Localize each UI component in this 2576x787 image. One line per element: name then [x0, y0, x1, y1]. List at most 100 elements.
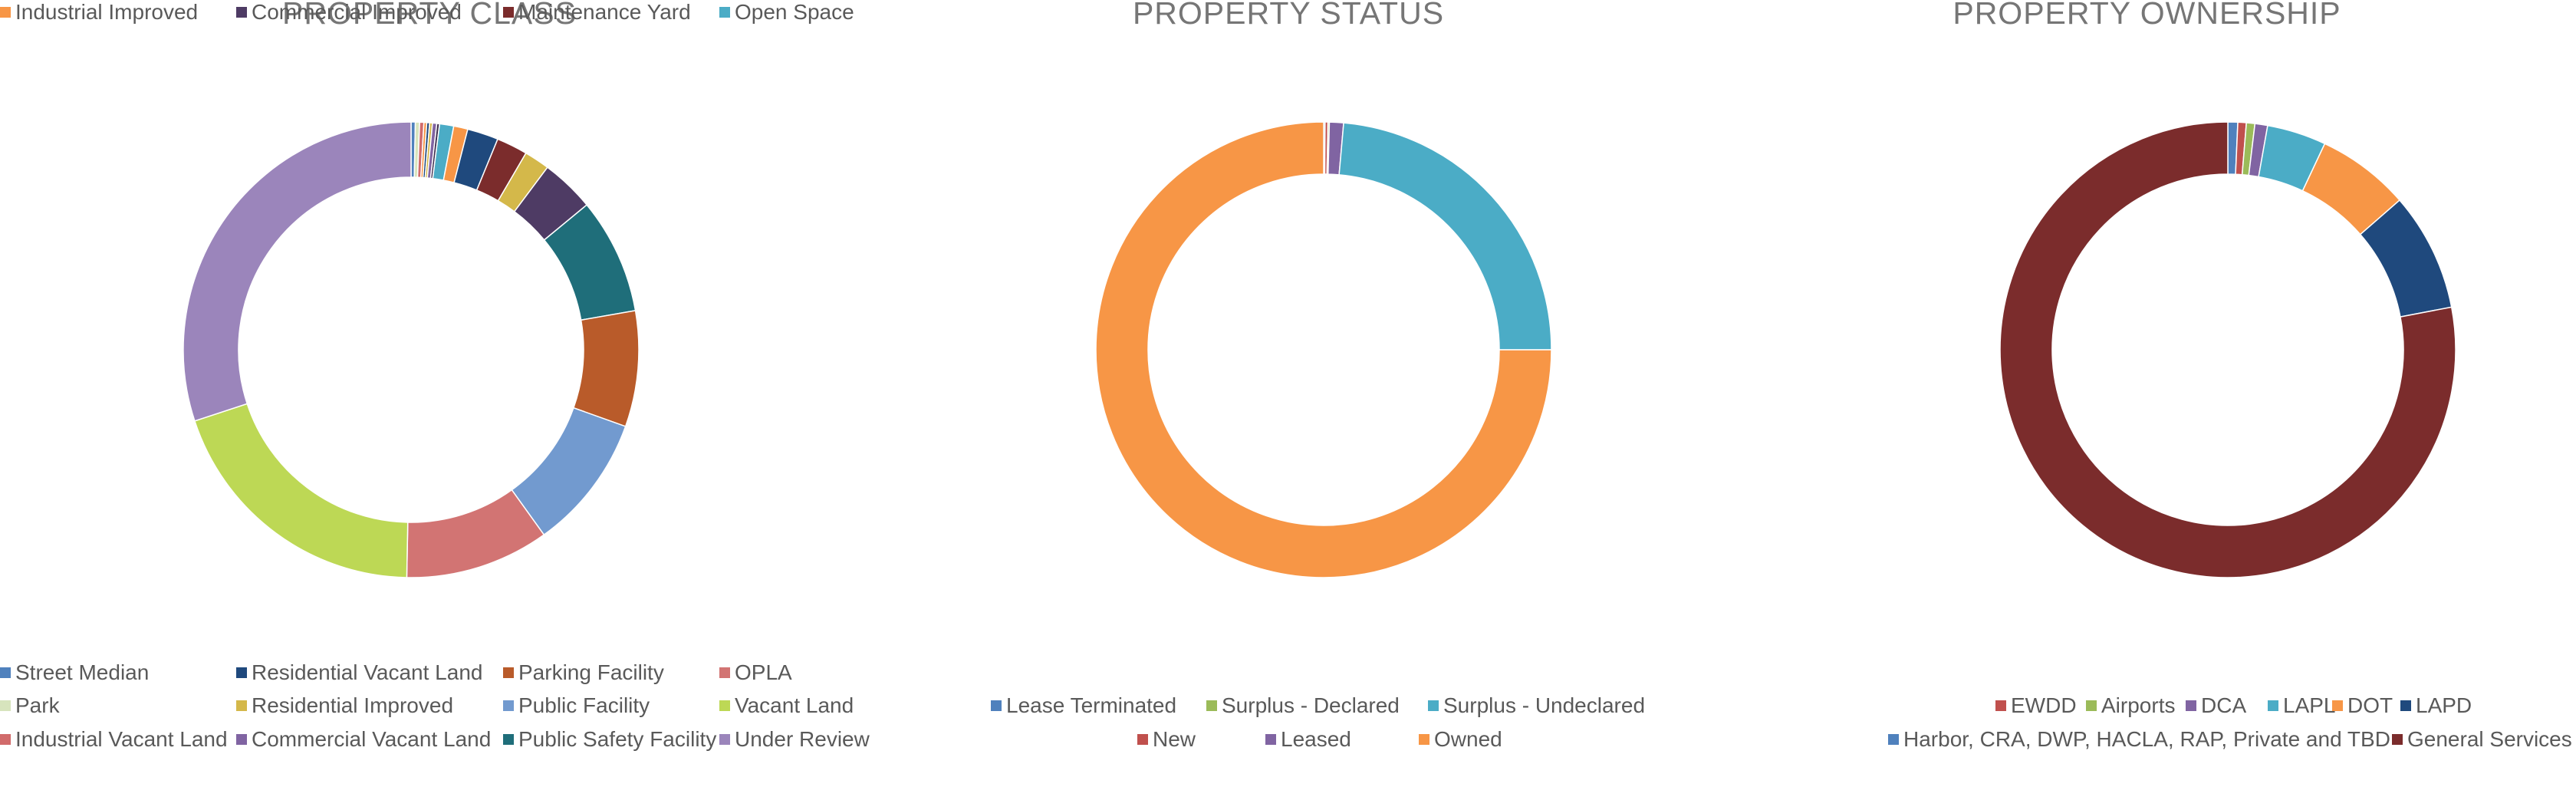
legend-swatch [1995, 700, 2006, 711]
legend-swatch [2332, 700, 2343, 711]
legend-item-park: Park [0, 693, 60, 718]
legend-label: Public Facility [518, 693, 650, 717]
legend-swatch [503, 7, 514, 18]
legend-label: Harbor, CRA, DWP, HACLA, RAP, Private an… [1903, 727, 2390, 751]
legend-item-general-services: General Services [2392, 727, 2572, 752]
legend-label: LAPD [2416, 693, 2472, 717]
legend-item-commercial-improved: Commercial Improved [236, 0, 462, 25]
legend-item-street-median: Street Median [0, 660, 149, 685]
legend-label: Airports [2101, 693, 2176, 717]
legend-swatch [1265, 734, 1276, 745]
legend-swatch [236, 7, 247, 18]
legend-item-residential-improved: Residential Improved [236, 693, 453, 718]
legend-item-open-space: Open Space [719, 0, 854, 25]
legend-swatch [719, 734, 730, 745]
legend-item-new: New [1137, 727, 1196, 752]
legend-swatch [503, 700, 514, 711]
legend-swatch [0, 700, 11, 711]
property-ownership-panel: PROPERTY OWNERSHIP EWDD Airports DCA LAPL DO… [1718, 0, 2576, 787]
property-class-donut [183, 121, 640, 578]
legend-label: Street Median [15, 660, 150, 684]
legend-swatch [0, 734, 11, 745]
legend-swatch [719, 700, 730, 711]
legend-label: Industrial Improved [15, 0, 199, 24]
legend-label: Surplus - Declared [1222, 693, 1400, 717]
legend-item-commercial-vacant-land: Commercial Vacant Land [236, 727, 491, 752]
legend-label: DOT [2347, 693, 2393, 717]
legend-label: Parking Facility [518, 660, 664, 684]
chart-title: PROPERTY CLASS [282, 0, 577, 31]
legend-label: Surplus - Undeclared [1443, 693, 1646, 717]
legend-label: Vacant Land [735, 693, 854, 717]
property-status-donut [1095, 121, 1552, 578]
legend-swatch [0, 667, 11, 678]
slice-owned [1095, 121, 1552, 578]
legend-swatch [1428, 700, 1439, 711]
legend-item-under-review: Under Review [719, 727, 870, 752]
legend-swatch [503, 734, 514, 745]
legend-swatch [236, 667, 247, 678]
legend-label: New [1153, 727, 1196, 751]
legend-item-industrial-improved: Industrial Improved [0, 0, 198, 25]
legend-item-residential-vacant-land: Residential Vacant Land [236, 660, 482, 685]
legend-label: Industrial Vacant Land [15, 727, 228, 751]
legend-label: Leased [1281, 727, 1351, 751]
legend-swatch [0, 7, 11, 18]
legend-swatch [1419, 734, 1429, 745]
legend-swatch [236, 734, 247, 745]
legend-label: Commercial Improved [252, 0, 462, 24]
property-class-panel: PROPERTY CLASS Street Median Residential … [0, 0, 870, 787]
property-ownership-donut [1999, 121, 2456, 578]
slice-general-services [1999, 121, 2456, 578]
legend-item-surplus-undeclared: Surplus - Undeclared [1428, 693, 1645, 718]
legend-item-leased: Leased [1265, 727, 1351, 752]
legend-item-vacant-land: Vacant Land [719, 693, 854, 718]
legend-swatch [2392, 734, 2403, 745]
legend-swatch [2186, 700, 2196, 711]
legend-item-surplus-declared: Surplus - Declared [1206, 693, 1400, 718]
legend-swatch [236, 700, 247, 711]
legend-item-public-facility: Public Facility [503, 693, 650, 718]
legend-label: Commercial Vacant Land [252, 727, 492, 751]
legend-swatch [719, 667, 730, 678]
legend-item-lapd: LAPD [2400, 693, 2472, 718]
slice-under-review [183, 121, 412, 422]
legend-item-airports: Airports [2086, 693, 2175, 718]
legend-item-ewdd: EWDD [1995, 693, 2077, 718]
legend-label: Under Review [735, 727, 870, 751]
legend-item-lease-terminated: Lease Terminated [991, 693, 1176, 718]
legend-item-public-safety-facility: Public Safety Facility [503, 727, 716, 752]
legend-label: Lease Terminated [1006, 693, 1177, 717]
legend-label: DCA [2201, 693, 2247, 717]
legend-label: Open Space [735, 0, 854, 24]
legend-label: General Services [2407, 727, 2572, 751]
legend-item-harbor-cra-dwp-hacla-rap-private-and-tbd: Harbor, CRA, DWP, HACLA, RAP, Private an… [1888, 727, 2390, 752]
legend-item-opla: OPLA [719, 660, 792, 685]
legend-item-dot: DOT [2332, 693, 2393, 718]
legend-label: Residential Improved [252, 693, 454, 717]
legend-swatch [503, 667, 514, 678]
legend-swatch [719, 7, 730, 18]
legend-item-parking-facility: Parking Facility [503, 660, 664, 685]
legend-label: Owned [1434, 727, 1502, 751]
legend-item-owned: Owned [1419, 727, 1502, 752]
legend-item-lapl: LAPL [2268, 693, 2336, 718]
slice-surplus-undeclared [1338, 122, 1552, 351]
chart-title: PROPERTY OWNERSHIP [1953, 0, 2341, 31]
legend-swatch [1137, 734, 1148, 745]
property-status-panel: PROPERTY STATUS Lease Terminated Surplus … [859, 0, 1718, 787]
legend-item-dca: DCA [2186, 693, 2246, 718]
legend-swatch [1888, 734, 1899, 745]
legend-swatch [2086, 700, 2097, 711]
legend-item-maintenance-yard: Maintenance Yard [503, 0, 691, 25]
slice-parking-facility [572, 309, 640, 427]
legend-swatch [1206, 700, 1217, 711]
legend-item-industrial-vacant-land: Industrial Vacant Land [0, 727, 228, 752]
legend-label: Residential Vacant Land [252, 660, 483, 684]
legend-label: Public Safety Facility [518, 727, 717, 751]
legend-label: Maintenance Yard [518, 0, 691, 24]
slice-vacant-land [193, 403, 409, 578]
legend-swatch [991, 700, 1002, 711]
legend-label: Park [15, 693, 60, 717]
chart-title: PROPERTY STATUS [1132, 0, 1445, 31]
